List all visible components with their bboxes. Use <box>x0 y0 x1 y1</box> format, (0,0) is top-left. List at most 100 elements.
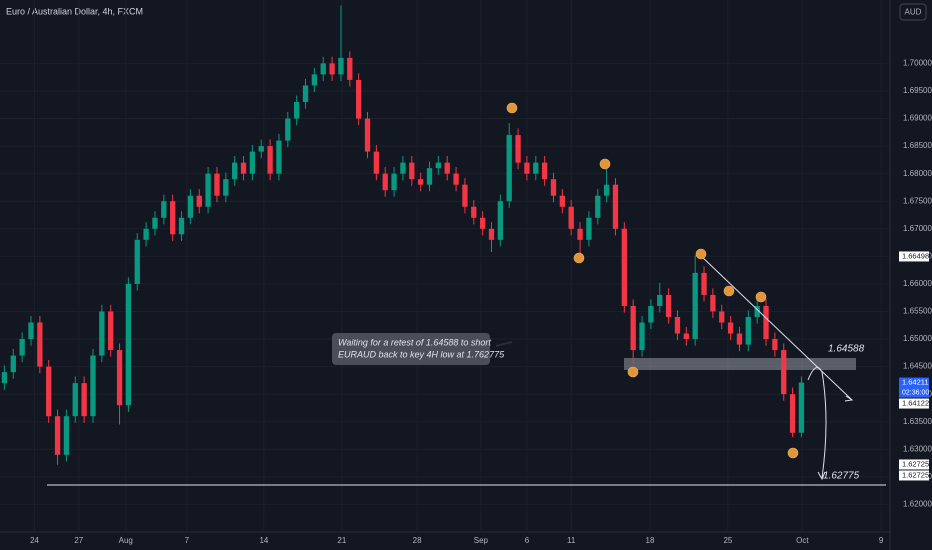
candle-body <box>285 118 291 141</box>
candle-body <box>320 63 326 75</box>
candle-body <box>214 173 220 196</box>
y-tick-label: 1.70000 <box>903 59 932 68</box>
candle-body <box>187 195 194 218</box>
x-tick-label: Oct <box>796 536 809 545</box>
candle-body <box>205 173 211 207</box>
candle-body <box>559 195 565 207</box>
candle-body <box>258 146 264 152</box>
swing-point <box>695 248 707 260</box>
price-tag <box>899 398 929 409</box>
candle-body <box>462 184 468 207</box>
candle-body <box>72 383 78 417</box>
candle-body <box>471 206 477 218</box>
candle-body <box>400 162 406 174</box>
note-box <box>332 333 490 365</box>
candle-body <box>479 217 486 229</box>
x-tick-label: 28 <box>413 536 422 545</box>
swing-point <box>573 252 585 264</box>
x-tick-label: 9 <box>879 536 884 545</box>
trend-line <box>699 254 853 401</box>
candle-body <box>692 272 698 340</box>
y-tick-label: 1.66000 <box>903 279 932 288</box>
candle-body <box>178 217 185 235</box>
y-tick-label: 1.63500 <box>903 417 932 426</box>
candle-body <box>701 272 707 295</box>
candle-body <box>639 322 645 351</box>
candle-body <box>488 228 495 240</box>
projection-arrow-head <box>817 471 826 481</box>
candle-body <box>28 322 34 340</box>
candle-body <box>435 162 442 169</box>
candle-body <box>533 162 539 174</box>
candle-body <box>302 85 309 102</box>
x-tick-label: 21 <box>337 536 346 545</box>
candle-body <box>294 101 300 119</box>
note-line: Waiting for a retest of 1.64588 to short <box>338 337 491 347</box>
candle-body <box>347 57 353 80</box>
price-tag-label: 1.62725 <box>902 470 929 479</box>
swing-point <box>506 102 518 114</box>
candle-body <box>772 339 778 351</box>
candle-body <box>754 305 760 317</box>
candle-body <box>196 195 202 207</box>
currency-button[interactable] <box>899 3 927 21</box>
y-tick-label: 1.69500 <box>903 86 932 95</box>
price-tag <box>899 459 929 470</box>
trend-arrow-head <box>844 395 854 402</box>
candle-body <box>37 322 43 367</box>
candle-body <box>736 333 743 345</box>
candle-body <box>789 394 796 433</box>
candle-body <box>170 201 176 235</box>
x-tick-label: 11 <box>567 536 576 545</box>
x-tick-label: 7 <box>185 536 190 545</box>
candle-body <box>161 201 167 218</box>
y-tick-label: 1.64500 <box>903 362 932 371</box>
candle-body <box>648 305 654 323</box>
candle-body <box>426 168 433 185</box>
x-tick-label: 18 <box>646 536 655 545</box>
candle-body <box>409 162 415 180</box>
swing-point <box>627 366 639 378</box>
currency-button-label[interactable]: AUD <box>905 8 922 17</box>
candle-body <box>515 135 521 163</box>
price-tag-label: 1.66498 <box>902 251 929 260</box>
resistance-label: 1.64588 <box>828 344 865 355</box>
candle-body <box>595 195 601 218</box>
y-tick-label: 1.68500 <box>903 141 932 150</box>
candle-body <box>745 316 751 345</box>
candle-body <box>798 382 805 433</box>
candle-body <box>125 283 132 406</box>
x-tick-label: 6 <box>525 536 530 545</box>
candle-body <box>674 316 681 334</box>
candle-body <box>1 372 8 384</box>
candle-body <box>453 173 459 185</box>
y-tick-label: 1.65000 <box>903 334 932 343</box>
candle-body <box>311 74 318 86</box>
candle-body <box>19 339 25 356</box>
chart-title: Euro / Australian Dollar, 4h, FXCM <box>6 6 143 16</box>
candle-body <box>46 366 52 417</box>
candle-body <box>81 383 87 417</box>
candle-body <box>657 294 663 306</box>
candle-body <box>586 217 592 240</box>
candle-body <box>338 57 344 75</box>
candle-body <box>143 228 149 240</box>
candle-body <box>356 79 362 119</box>
y-tick-label: 1.62000 <box>903 500 932 509</box>
candle-body <box>630 305 636 351</box>
candle-body <box>763 305 769 340</box>
price-tag <box>899 377 929 398</box>
y-tick-label: 1.67500 <box>903 196 932 205</box>
candle-body <box>240 162 247 174</box>
candle-body <box>223 179 229 196</box>
candle-body <box>329 63 335 75</box>
candle-body <box>417 179 424 185</box>
price-tag-label: 1.62725 <box>902 459 929 468</box>
candle-body <box>781 350 787 395</box>
swing-point <box>787 447 799 459</box>
y-tick-label: 1.63000 <box>903 444 932 453</box>
candle-body <box>108 311 114 351</box>
candle-body <box>134 239 140 284</box>
x-tick-label: Sep <box>474 536 489 545</box>
